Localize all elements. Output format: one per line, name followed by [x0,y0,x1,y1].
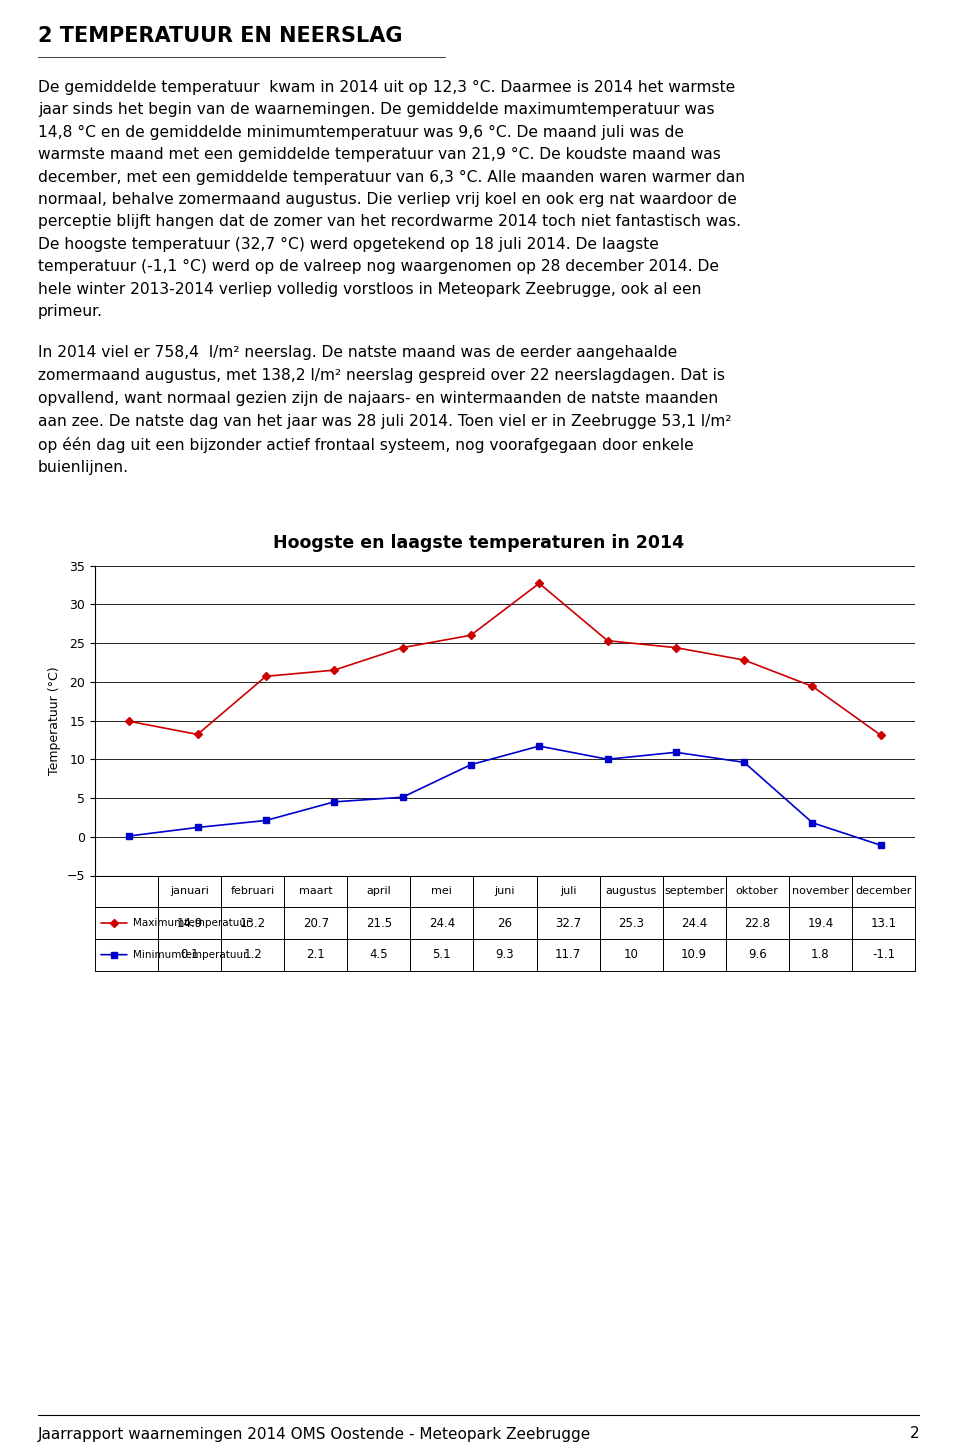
Text: -1.1: -1.1 [872,948,895,961]
Text: zomermaand augustus, met 138,2 l/m² neerslag gespreid over 22 neerslagdagen. Dat: zomermaand augustus, met 138,2 l/m² neer… [38,368,725,383]
Bar [221,875,284,907]
Text: normaal, behalve zomermaand augustus. Die verliep vrij koel en ook erg nat waard: normaal, behalve zomermaand augustus. Di… [38,193,737,207]
Bar [348,939,410,971]
Text: Jaarrapport waarnemingen 2014 OMS Oostende - Meteopark Zeebrugge: Jaarrapport waarnemingen 2014 OMS Oosten… [38,1426,591,1442]
Bar [410,875,473,907]
Text: 2 TEMPERATUUR EN NEERSLAG: 2 TEMPERATUUR EN NEERSLAG [38,26,402,46]
Bar [158,875,221,907]
Bar [852,907,915,939]
Text: 25.3: 25.3 [618,917,644,929]
Y-axis label: Temperatuur (°C): Temperatuur (°C) [48,667,61,775]
Bar [348,907,410,939]
Bar [537,875,600,907]
Bar [789,939,852,971]
Bar [852,939,915,971]
Bar [852,875,915,907]
Text: 10: 10 [624,948,638,961]
Bar [789,875,852,907]
Bar [537,907,600,939]
Text: aan zee. De natste dag van het jaar was 28 juli 2014. Toen viel er in Zeebrugge : aan zee. De natste dag van het jaar was … [38,414,732,429]
Text: opvallend, want normaal gezien zijn de najaars- en wintermaanden de natste maand: opvallend, want normaal gezien zijn de n… [38,391,718,406]
Bar [95,875,158,907]
Bar [662,939,726,971]
Text: 0.1: 0.1 [180,948,199,961]
Bar [221,907,284,939]
Bar [726,875,789,907]
Bar [537,939,600,971]
Text: februari: februari [230,887,275,897]
Bar [410,939,473,971]
Bar [284,939,348,971]
Text: november: november [792,887,849,897]
Text: maart: maart [299,887,332,897]
Bar [726,907,789,939]
Bar [158,939,221,971]
Text: Hoogste en laagste temperaturen in 2014: Hoogste en laagste temperaturen in 2014 [274,535,684,552]
Text: Maximumtemperatuur: Maximumtemperatuur [132,919,251,927]
Text: 10.9: 10.9 [682,948,708,961]
Text: juni: juni [494,887,516,897]
Text: 1.2: 1.2 [243,948,262,961]
Text: april: april [367,887,392,897]
Text: september: september [664,887,725,897]
Text: 24.4: 24.4 [681,917,708,929]
Bar [221,939,284,971]
Text: warmste maand met een gemiddelde temperatuur van 21,9 °C. De koudste maand was: warmste maand met een gemiddelde tempera… [38,148,721,162]
Bar [348,875,410,907]
Text: december, met een gemiddelde temperatuur van 6,3 °C. Alle maanden waren warmer d: december, met een gemiddelde temperatuur… [38,170,745,184]
Text: 2.1: 2.1 [306,948,325,961]
Text: 2: 2 [910,1426,920,1442]
Text: perceptie blijft hangen dat de zomer van het recordwarme 2014 toch niet fantasti: perceptie blijft hangen dat de zomer van… [38,214,741,229]
Text: buienlijnen.: buienlijnen. [38,461,129,475]
Text: 4.5: 4.5 [370,948,388,961]
Bar [600,939,662,971]
Bar [789,907,852,939]
Text: 24.4: 24.4 [429,917,455,929]
Bar [284,875,348,907]
Text: 9.6: 9.6 [748,948,767,961]
Text: 11.7: 11.7 [555,948,581,961]
Text: De hoogste temperatuur (32,7 °C) werd opgetekend op 18 juli 2014. De laagste: De hoogste temperatuur (32,7 °C) werd op… [38,236,659,252]
Text: 20.7: 20.7 [302,917,329,929]
Text: primeur.: primeur. [38,304,103,319]
Bar [158,907,221,939]
Text: 13.1: 13.1 [871,917,897,929]
Bar [410,907,473,939]
Bar [95,939,158,971]
Text: oktober: oktober [736,887,779,897]
Text: mei: mei [431,887,452,897]
Text: De gemiddelde temperatuur  kwam in 2014 uit op 12,3 °C. Daarmee is 2014 het warm: De gemiddelde temperatuur kwam in 2014 u… [38,80,735,96]
Text: op één dag uit een bijzonder actief frontaal systeem, nog voorafgegaan door enke: op één dag uit een bijzonder actief fron… [38,438,694,454]
Bar [662,875,726,907]
Text: jaar sinds het begin van de waarnemingen. De gemiddelde maximumtemperatuur was: jaar sinds het begin van de waarnemingen… [38,103,714,117]
Text: 19.4: 19.4 [807,917,833,929]
Text: 26: 26 [497,917,513,929]
Text: 22.8: 22.8 [744,917,770,929]
Bar [284,907,348,939]
Text: 1.8: 1.8 [811,948,829,961]
Text: In 2014 viel er 758,4  l/m² neerslag. De natste maand was de eerder aangehaalde: In 2014 viel er 758,4 l/m² neerslag. De … [38,345,677,359]
Text: 5.1: 5.1 [433,948,451,961]
Text: januari: januari [170,887,209,897]
Bar [473,939,537,971]
Text: temperatuur (-1,1 °C) werd op de valreep nog waargenomen op 28 december 2014. De: temperatuur (-1,1 °C) werd op de valreep… [38,259,719,274]
Bar [600,907,662,939]
Text: 13.2: 13.2 [240,917,266,929]
Text: juli: juli [560,887,576,897]
Text: december: december [855,887,912,897]
Bar [600,875,662,907]
Text: 14,8 °C en de gemiddelde minimumtemperatuur was 9,6 °C. De maand juli was de: 14,8 °C en de gemiddelde minimumtemperat… [38,125,684,141]
Bar [95,907,158,939]
Bar [473,907,537,939]
Text: Minimumtemperatuur: Minimumtemperatuur [132,949,248,959]
Bar [662,907,726,939]
Text: 21.5: 21.5 [366,917,392,929]
Text: augustus: augustus [606,887,657,897]
Text: 32.7: 32.7 [555,917,581,929]
Text: 9.3: 9.3 [495,948,515,961]
Text: hele winter 2013-2014 verliep volledig vorstloos in Meteopark Zeebrugge, ook al : hele winter 2013-2014 verliep volledig v… [38,281,702,297]
Bar [726,939,789,971]
Text: 14.9: 14.9 [177,917,203,929]
Bar [473,875,537,907]
